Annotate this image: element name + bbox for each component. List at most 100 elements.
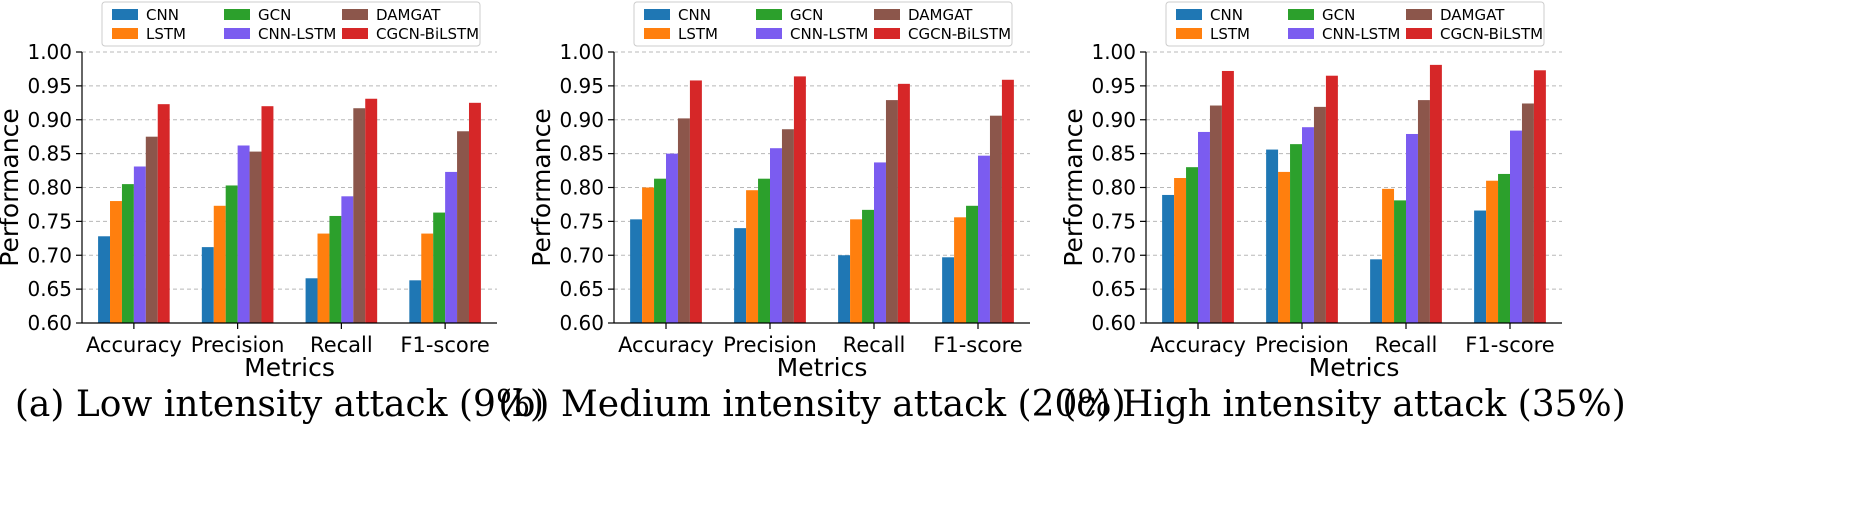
x-axis-label: Metrics <box>1309 353 1400 382</box>
x-tick-label: Precision <box>723 333 817 357</box>
y-tick-label: 0.70 <box>1091 243 1136 267</box>
bar-cnn <box>1266 149 1279 323</box>
bar-cgcn-bilstm <box>157 104 170 323</box>
bar-lstm <box>1174 178 1187 323</box>
legend-swatch-cnn-lstm <box>1288 28 1314 39</box>
x-tick-label: F1-score <box>933 333 1022 357</box>
bar-damgat <box>885 100 898 323</box>
bar-gcn <box>862 209 874 323</box>
x-tick-label: Accuracy <box>618 333 714 357</box>
bar-cnn-lstm <box>978 155 990 323</box>
legend-swatch-gcn <box>224 9 250 20</box>
legend-label: CNN <box>1210 6 1243 24</box>
y-tick-label: 0.70 <box>27 243 72 267</box>
y-tick-label: 0.65 <box>559 277 604 301</box>
y-tick-label: 0.90 <box>27 108 72 132</box>
x-tick-label: F1-score <box>400 333 489 357</box>
x-tick-label: Recall <box>1375 333 1438 357</box>
bar-gcn <box>1290 144 1302 323</box>
y-tick-label: 0.75 <box>27 209 72 233</box>
legend-label: LSTM <box>678 25 718 43</box>
bar-lstm <box>850 219 863 323</box>
bar-lstm <box>110 201 122 323</box>
legend-label: DAMGAT <box>1440 6 1505 24</box>
legend-label: DAMGAT <box>908 6 973 24</box>
bar-damgat <box>353 108 366 323</box>
bar-gcn <box>758 178 770 323</box>
y-tick-label: 0.80 <box>1091 176 1136 200</box>
chart-panel-1: 0.60 0.65 0.70 0.75 0.80 0.85 0.90 0.95 1.00 Accu… <box>0 1 544 425</box>
bar-damgat <box>145 136 158 323</box>
legend-frame <box>1165 1 1545 47</box>
bar-lstm <box>1382 188 1395 323</box>
bar-gcn <box>121 184 134 323</box>
legend-swatch-lstm <box>1176 28 1202 39</box>
y-tick-label: 0.75 <box>1091 209 1136 233</box>
figure-caption: (c) High intensity attack (35%) <box>1062 384 1626 425</box>
bar-damgat <box>781 129 794 323</box>
legend-frame <box>101 1 481 47</box>
bar-lstm <box>213 205 226 323</box>
legend-swatch-cgcn-bilstm <box>342 28 368 39</box>
legend-label: GCN <box>258 6 291 24</box>
bar-damgat <box>1521 103 1534 324</box>
y-tick-label: 0.85 <box>559 142 604 166</box>
bar-cnn-lstm <box>341 196 354 323</box>
legend-label: LSTM <box>146 25 186 43</box>
bar-damgat <box>989 115 1002 323</box>
y-tick-label: 0.85 <box>27 142 72 166</box>
legend-label: CGCN-BiLSTM <box>1440 25 1543 43</box>
bar-cnn-lstm <box>666 153 678 323</box>
legend-swatch-gcn <box>756 9 782 20</box>
legend-swatch-cgcn-bilstm <box>1406 28 1432 39</box>
legend-label: CGCN-BiLSTM <box>908 25 1011 43</box>
bar-cgcn-bilstm <box>1533 70 1546 323</box>
x-tick-label: Recall <box>310 333 373 357</box>
bar-gcn <box>966 205 978 323</box>
bar-cgcn-bilstm <box>1325 75 1338 324</box>
y-tick-label: 0.60 <box>27 311 72 335</box>
bar-cnn <box>734 228 747 323</box>
x-tick-label: Accuracy <box>1150 333 1246 357</box>
bar-cnn-lstm <box>770 148 782 323</box>
bar-cnn <box>305 278 318 323</box>
x-tick-label: Accuracy <box>86 333 182 357</box>
bar-damgat <box>457 131 469 323</box>
bar-cnn-lstm <box>445 171 458 323</box>
chart-panel-2: 0.60 0.65 0.70 0.75 0.80 0.85 0.90 0.95 1.00 Accu… <box>498 1 1126 425</box>
y-tick-label: 0.65 <box>1091 277 1136 301</box>
bar-cnn-lstm <box>237 145 250 323</box>
bar-cnn <box>630 219 643 323</box>
bar-cgcn-bilstm <box>365 98 378 323</box>
bar-cnn <box>409 280 422 323</box>
y-tick-label: 0.85 <box>1091 142 1136 166</box>
legend-swatch-cnn <box>644 9 670 20</box>
legend-label: CNN-LSTM <box>258 25 336 43</box>
bar-cgcn-bilstm <box>689 80 702 323</box>
bar-cnn-lstm <box>1406 133 1418 323</box>
y-axis-label: Performance <box>0 108 24 266</box>
bar-cgcn-bilstm <box>1221 70 1234 323</box>
bar-gcn <box>1186 167 1198 323</box>
x-tick-label: Precision <box>191 333 285 357</box>
legend-swatch-cnn-lstm <box>224 28 250 39</box>
bar-cgcn-bilstm <box>1429 64 1442 323</box>
legend-label: GCN <box>1322 6 1355 24</box>
bar-cnn-lstm <box>133 166 146 323</box>
y-tick-label: 0.80 <box>559 176 604 200</box>
bar-lstm <box>317 233 330 323</box>
x-tick-label: Precision <box>1255 333 1349 357</box>
x-tick-label: Recall <box>843 333 906 357</box>
bar-cnn-lstm <box>1302 127 1314 323</box>
bar-cgcn-bilstm <box>897 83 910 323</box>
y-tick-label: 0.90 <box>1091 108 1136 132</box>
y-tick-label: 0.60 <box>1091 311 1136 335</box>
legend-label: CNN-LSTM <box>1322 25 1400 43</box>
y-tick-label: 0.70 <box>559 243 604 267</box>
bar-gcn <box>433 212 446 323</box>
legend-swatch-damgat <box>1406 9 1432 20</box>
legend-swatch-gcn <box>1288 9 1314 20</box>
legend-label: CNN <box>678 6 711 24</box>
